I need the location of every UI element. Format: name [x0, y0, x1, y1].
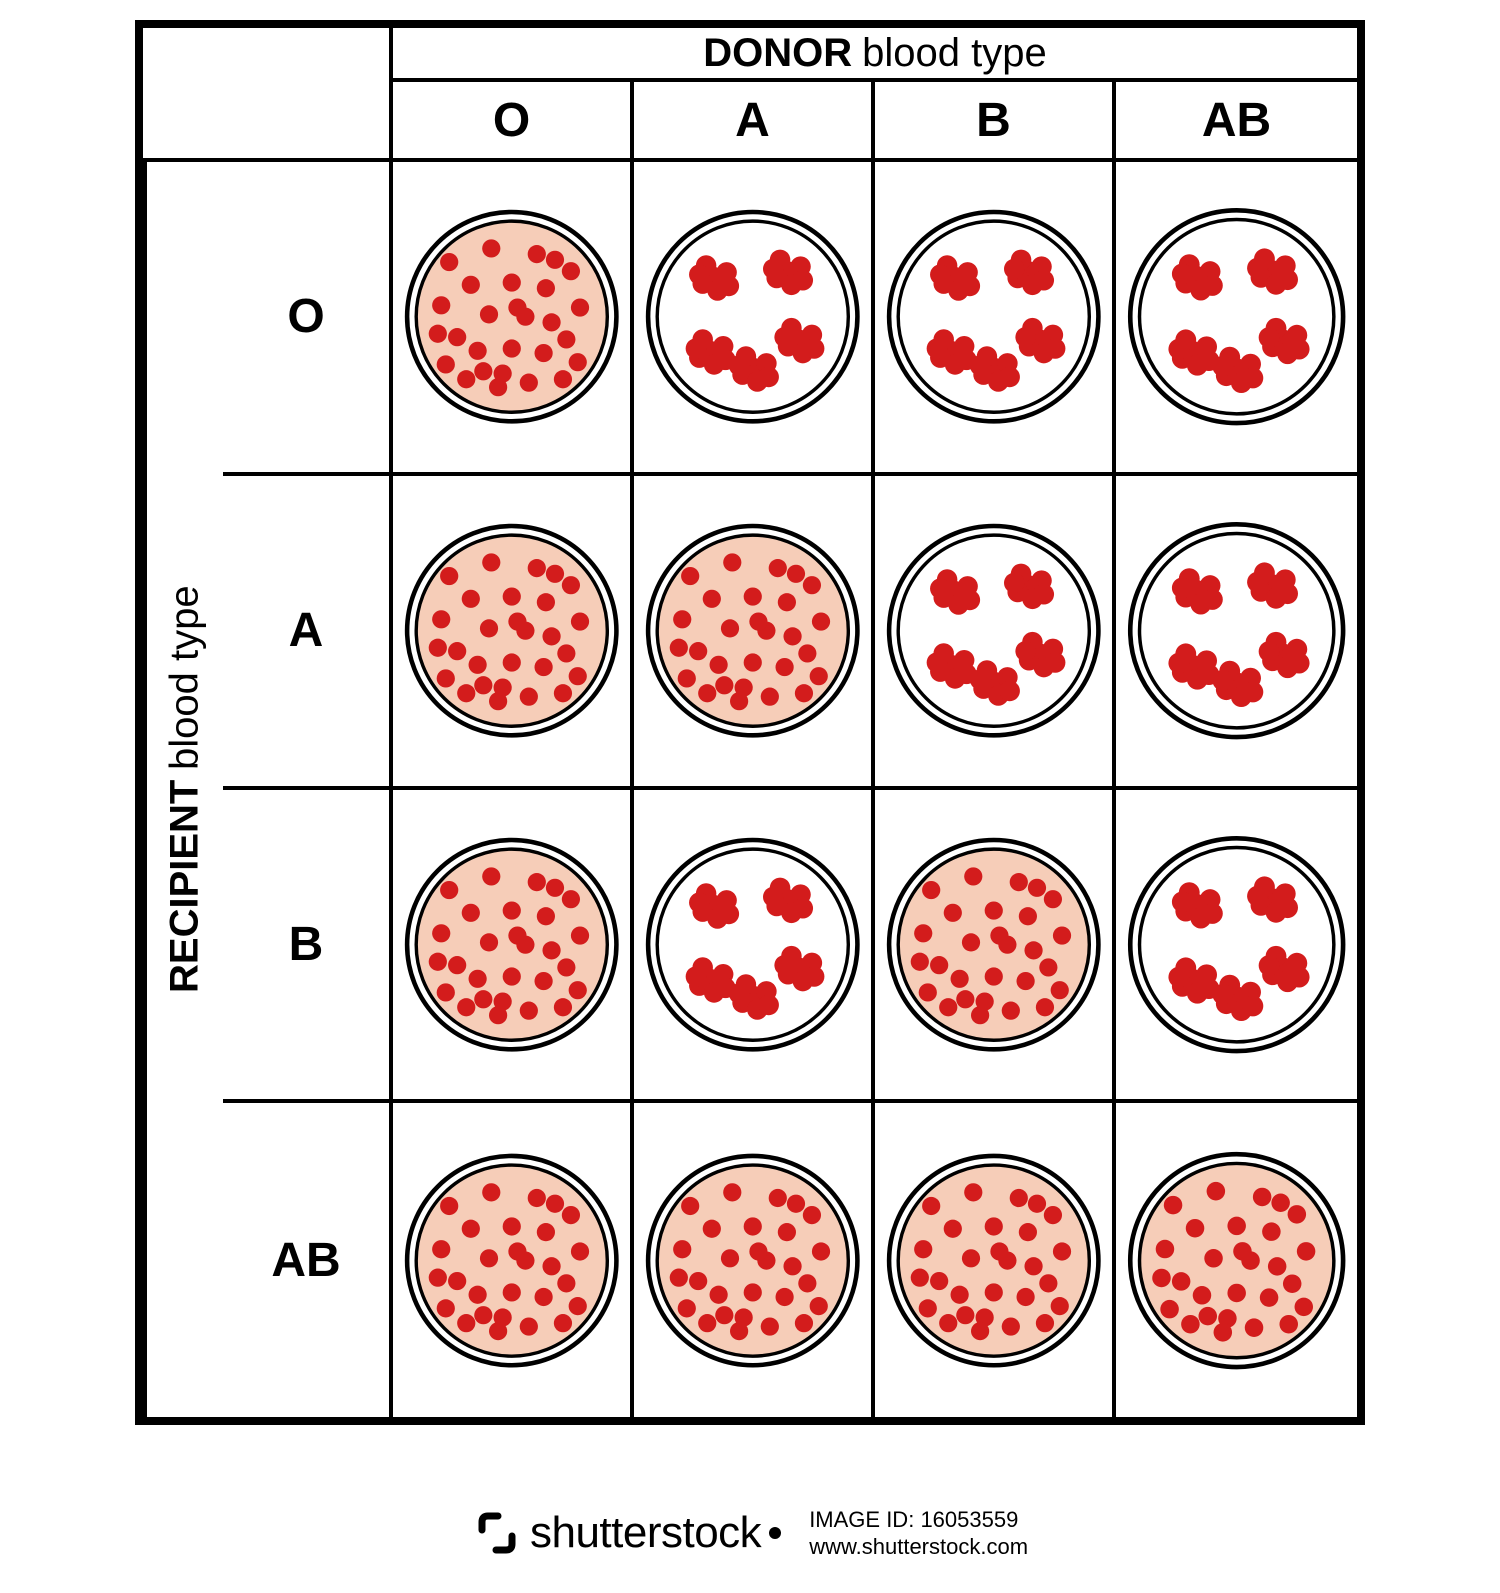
recipient-head-O: O	[223, 162, 393, 476]
blank-corner-2	[143, 82, 393, 162]
donor-title-rest: blood type	[862, 31, 1047, 76]
recipient-title: RECIPIENT blood type	[143, 162, 223, 1417]
blood-type-diagram: DONOR blood type O A B AB RECIPIENT bloo…	[135, 20, 1365, 1425]
recipient-head-A: A	[223, 476, 393, 790]
dish-AB-O	[393, 1103, 634, 1417]
donor-head-B: B	[875, 82, 1116, 162]
footer: shutterstock IMAGE ID: 16053559 www.shut…	[0, 1473, 1500, 1593]
donor-head-O: O	[393, 82, 634, 162]
diagram-grid: DONOR blood type O A B AB RECIPIENT bloo…	[135, 20, 1365, 1425]
donor-head-A: A	[634, 82, 875, 162]
dish-A-O	[393, 476, 634, 790]
dish-A-B	[875, 476, 1116, 790]
brand-dot-icon	[769, 1527, 781, 1539]
dish-A-AB	[1116, 476, 1357, 790]
image-id-value: 16053559	[920, 1507, 1018, 1532]
recipient-title-strong: RECIPIENT	[163, 780, 208, 993]
footer-meta: IMAGE ID: 16053559 www.shutterstock.com	[809, 1506, 1028, 1561]
dish-AB-B	[875, 1103, 1116, 1417]
recipient-title-rest: blood type	[163, 586, 208, 771]
dish-B-B	[875, 790, 1116, 1104]
image-id-line: IMAGE ID: 16053559	[809, 1506, 1028, 1534]
dish-O-A	[634, 162, 875, 476]
page: DONOR blood type O A B AB RECIPIENT bloo…	[0, 0, 1500, 1593]
dish-O-B	[875, 162, 1116, 476]
image-id-label: IMAGE ID:	[809, 1507, 914, 1532]
donor-title: DONOR blood type	[393, 28, 1357, 82]
dish-O-O	[393, 162, 634, 476]
site-line: www.shutterstock.com	[809, 1533, 1028, 1561]
donor-title-strong: DONOR	[703, 31, 852, 76]
shutterstock-logo-icon	[472, 1508, 522, 1558]
brand-name: shutterstock	[530, 1508, 761, 1558]
dish-A-A	[634, 476, 875, 790]
dish-B-O	[393, 790, 634, 1104]
dish-AB-AB	[1116, 1103, 1357, 1417]
shutterstock-logo: shutterstock	[472, 1508, 781, 1558]
dish-O-AB	[1116, 162, 1357, 476]
dish-B-A	[634, 790, 875, 1104]
dish-AB-A	[634, 1103, 875, 1417]
blank-corner	[143, 28, 393, 82]
dish-B-AB	[1116, 790, 1357, 1104]
recipient-head-AB: AB	[223, 1103, 393, 1417]
recipient-head-B: B	[223, 790, 393, 1104]
donor-head-AB: AB	[1116, 82, 1357, 162]
